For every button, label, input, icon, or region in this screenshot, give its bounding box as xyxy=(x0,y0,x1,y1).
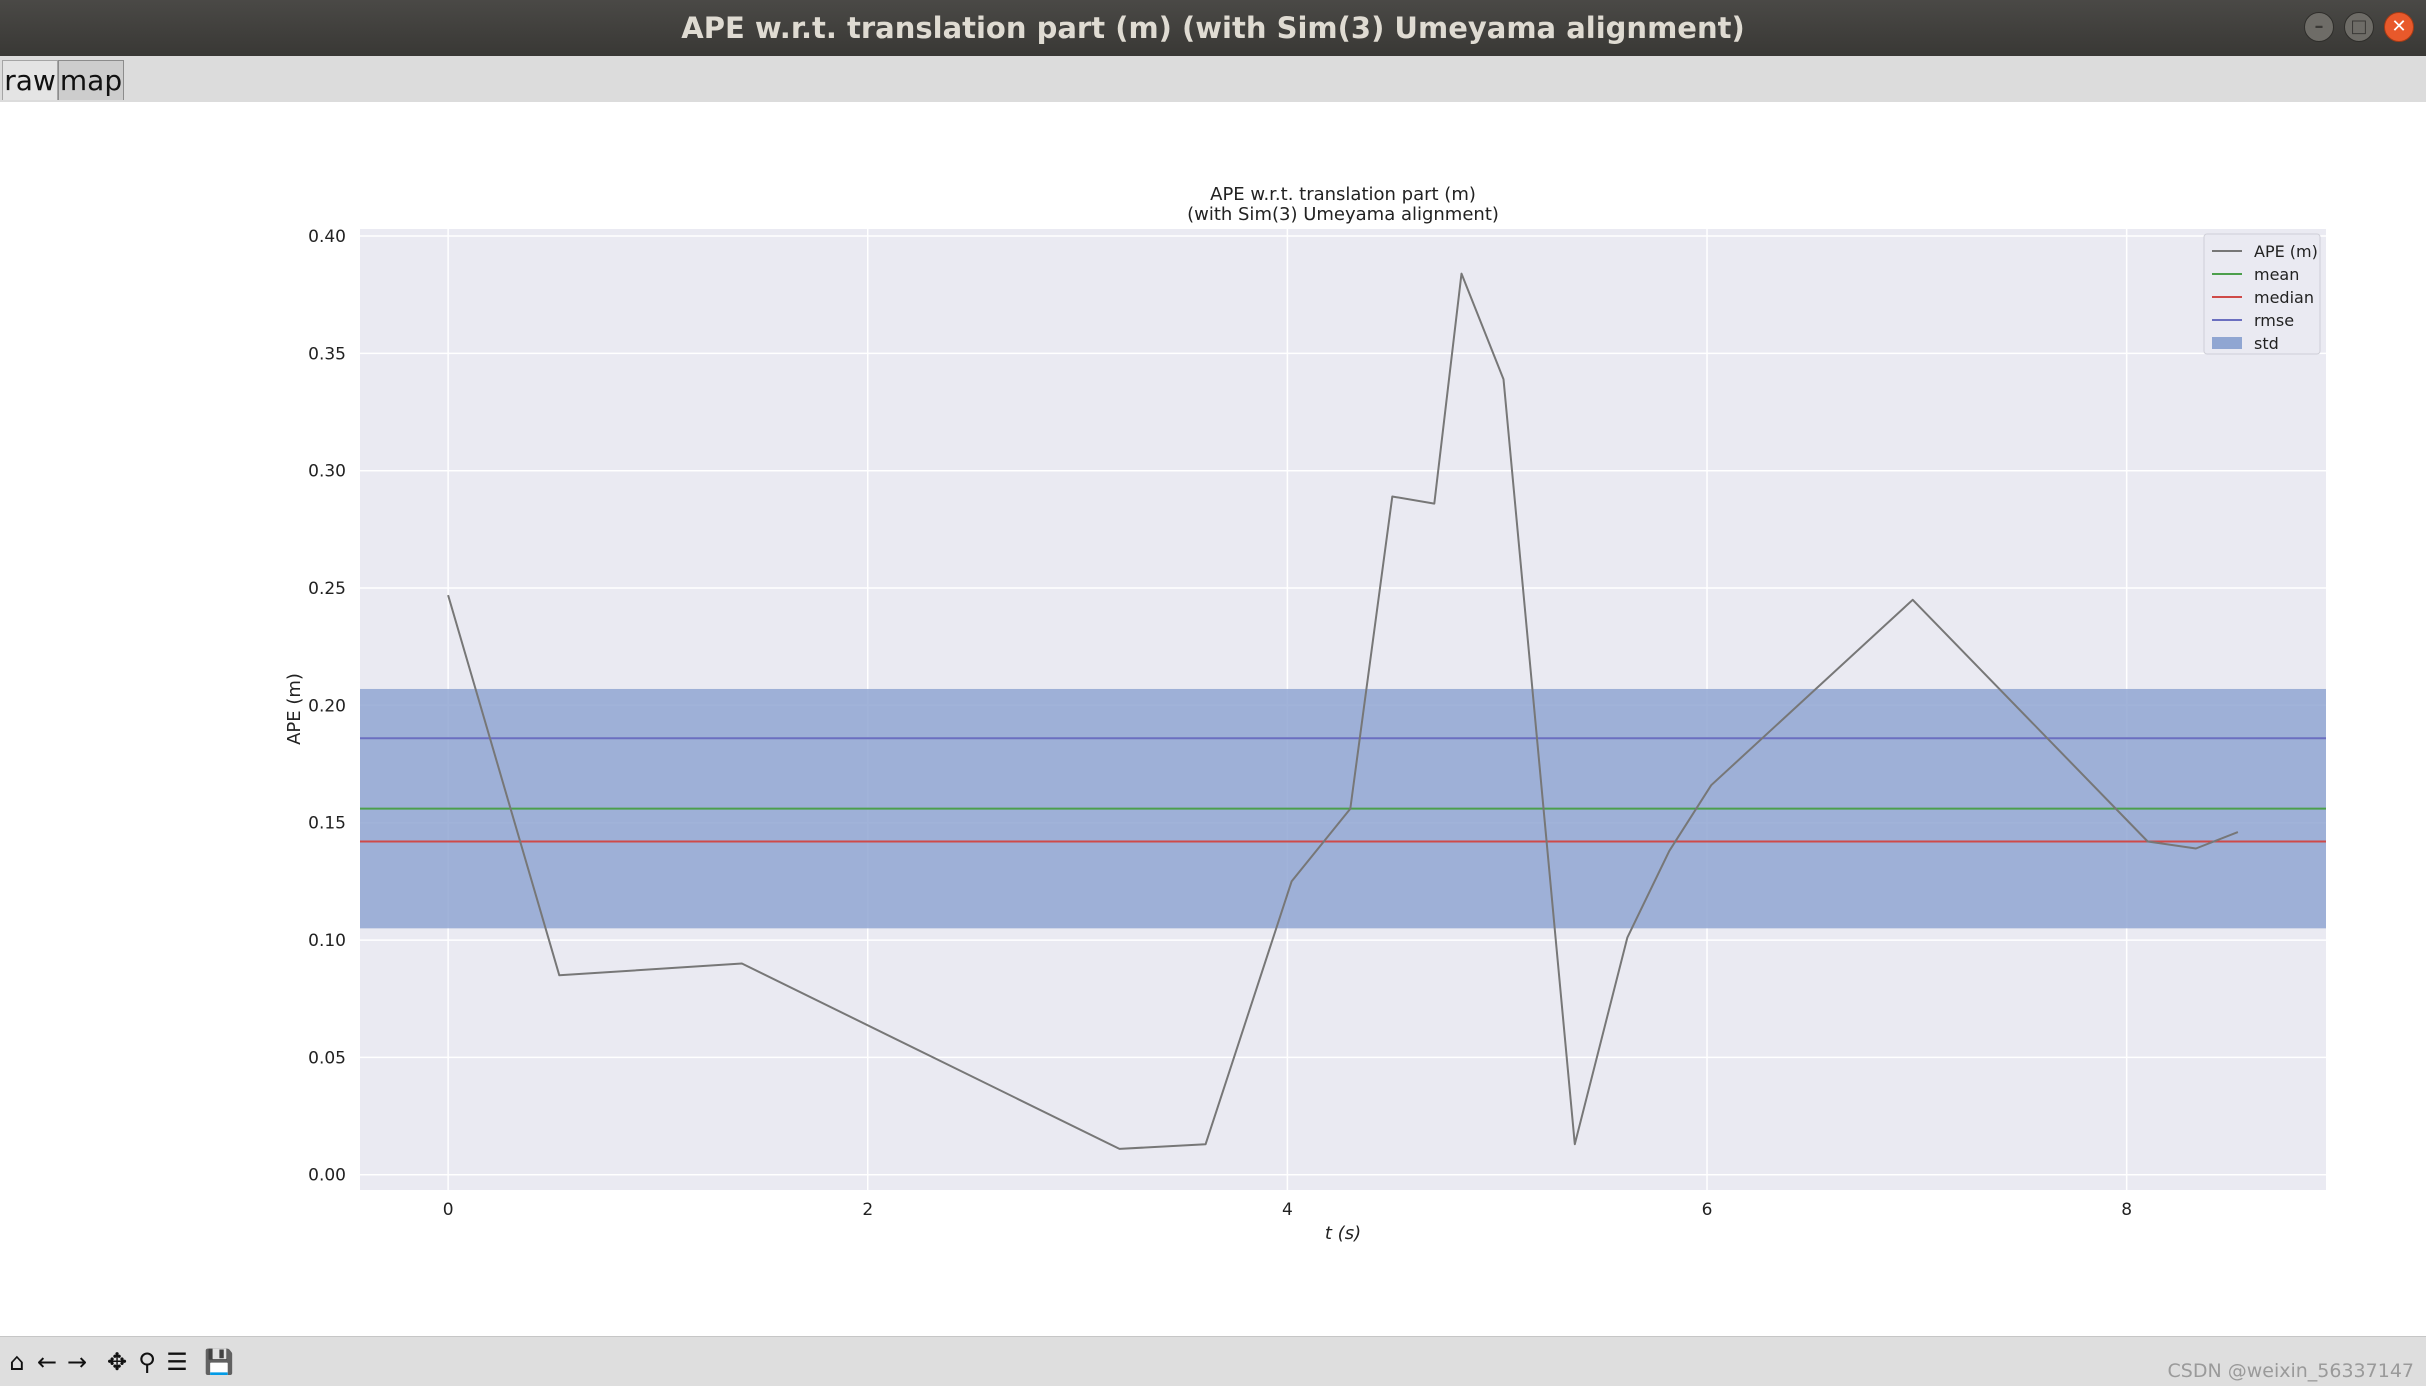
legend-rmse-label: rmse xyxy=(2254,311,2294,330)
x-axis-label: t (s) xyxy=(1325,1223,1361,1244)
y-tick-label: 0.35 xyxy=(308,344,346,364)
y-axis-ticks: 0.00 0.05 0.10 0.15 0.20 0.25 0.30 0.35 0.40 xyxy=(308,227,346,1186)
x-tick-label: 4 xyxy=(1282,1200,1293,1220)
y-tick-label: 0.10 xyxy=(308,931,346,951)
minimize-icon[interactable]: – xyxy=(2304,12,2334,42)
matplotlib-toolbar: ⌂ ← → ✥ ⚲ ☰ 💾 CSDN @weixin_56337147 xyxy=(0,1336,2426,1386)
chart-title-line-1: APE w.r.t. translation part (m) xyxy=(1210,184,1476,205)
legend-median-label: median xyxy=(2254,288,2314,307)
zoom-icon[interactable]: ⚲ xyxy=(138,1348,156,1376)
legend-mean-label: mean xyxy=(2254,265,2299,284)
figure-canvas: 0.00 0.05 0.10 0.15 0.20 0.25 0.30 0.35 0.40 0 2 4… xyxy=(0,102,2426,1336)
y-tick-label: 0.40 xyxy=(308,227,346,247)
y-tick-label: 0.15 xyxy=(308,814,346,834)
ape-series-line xyxy=(447,272,2239,1150)
ape-chart: 0.00 0.05 0.10 0.15 0.20 0.25 0.30 0.35 0.40 0 2 4… xyxy=(284,184,2326,1244)
x-axis-ticks: 0 2 4 6 8 xyxy=(443,1200,2132,1220)
close-icon[interactable]: ✕ xyxy=(2384,12,2414,42)
tab-raw[interactable]: raw xyxy=(2,60,58,100)
legend-std-label: std xyxy=(2254,334,2279,353)
x-tick-label: 2 xyxy=(862,1200,873,1220)
y-tick-label: 0.05 xyxy=(308,1048,346,1068)
legend-frame xyxy=(2203,233,2321,355)
y-tick-label: 0.20 xyxy=(308,696,346,716)
stat-lines xyxy=(360,737,2326,843)
legend-ape-label: APE (m) xyxy=(2254,242,2318,261)
back-arrow-icon[interactable]: ← xyxy=(36,1348,58,1376)
y-axis-label: APE (m) xyxy=(284,673,305,745)
maximize-icon[interactable]: □ xyxy=(2344,12,2374,42)
window-title: APE w.r.t. translation part (m) (with Si… xyxy=(681,11,1745,45)
y-tick-label: 0.00 xyxy=(308,1166,346,1186)
legend-std-swatch xyxy=(2212,337,2242,349)
window-controls: – □ ✕ xyxy=(2304,12,2414,42)
save-icon[interactable]: 💾 xyxy=(204,1348,234,1376)
forward-arrow-icon[interactable]: → xyxy=(66,1348,88,1376)
watermark: CSDN @weixin_56337147 xyxy=(2167,1360,2415,1382)
x-tick-label: 6 xyxy=(1702,1200,1713,1220)
y-tick-label: 0.30 xyxy=(308,462,346,482)
y-tick-label: 0.25 xyxy=(308,579,346,599)
x-tick-label: 0 xyxy=(443,1200,454,1220)
tab-map[interactable]: map xyxy=(58,60,124,100)
legend: APE (m) mean median rmse std xyxy=(2203,233,2321,355)
chart-title-line-2: (with Sim(3) Umeyama alignment) xyxy=(1187,204,1499,225)
tab-bar: raw map xyxy=(0,56,2426,103)
home-icon[interactable]: ⌂ xyxy=(9,1348,25,1376)
x-tick-label: 8 xyxy=(2121,1200,2132,1220)
pan-icon[interactable]: ✥ xyxy=(106,1348,128,1376)
window-titlebar: APE w.r.t. translation part (m) (with Si… xyxy=(0,0,2426,56)
configure-subplots-icon[interactable]: ☰ xyxy=(166,1348,188,1376)
